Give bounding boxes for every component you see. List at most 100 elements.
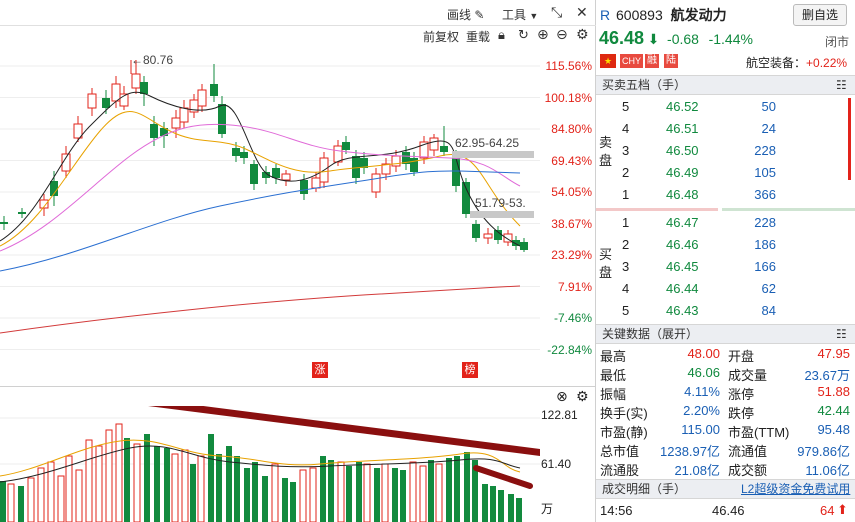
volume-bar (320, 456, 326, 522)
sells-row[interactable]: 1 46.48 366 (596, 184, 846, 206)
price-axis-label: -7.46% (553, 311, 592, 325)
candle (520, 242, 528, 250)
stock-name: 航发动力 (670, 7, 727, 23)
price-axis-label: 54.05% (551, 185, 592, 199)
volume-bar (37, 467, 45, 522)
zoom-out-icon[interactable]: ⊖ (556, 26, 568, 42)
sells-row[interactable]: 4 46.51 24 (596, 118, 846, 140)
limit-up-tag[interactable]: 涨 (312, 362, 328, 378)
volume-bar (115, 423, 123, 522)
rank-tag[interactable]: 榜 (462, 362, 478, 378)
sells-row[interactable]: 3 46.50 228 (596, 140, 846, 162)
candle (419, 141, 429, 159)
ma-line-3 (0, 123, 521, 252)
level: 4 (622, 281, 630, 296)
candle (410, 158, 418, 172)
sells-row[interactable]: 2 46.49 105 (596, 162, 846, 184)
candle (333, 145, 343, 163)
volume-bar (498, 490, 504, 522)
candle (210, 84, 218, 96)
draw-button[interactable]: 画线 ✎ (447, 6, 484, 23)
sells-row[interactable]: 5 46.52 50 (596, 96, 846, 118)
candle (150, 124, 158, 138)
candle (39, 199, 49, 209)
volume-bar (290, 482, 296, 522)
keydata-value: 46.06 (687, 365, 720, 380)
volume-bar (374, 468, 380, 522)
candle (140, 82, 148, 94)
lock-icon[interactable]: 🔒︎ (498, 27, 505, 42)
candle (61, 153, 71, 172)
settings-icon[interactable]: ⚙ (576, 26, 589, 42)
level: 2 (622, 165, 630, 180)
keydata-label: 成交量 (728, 368, 768, 383)
candle (179, 107, 189, 123)
order-volume: 62 (761, 281, 776, 296)
close-icon[interactable]: ✕ (576, 4, 588, 20)
range-box-1 (452, 151, 534, 158)
badge-connect[interactable]: 陆 (664, 54, 678, 68)
buys-row[interactable]: 5 46.43 84 (596, 300, 846, 322)
keydata-label: 总市值 (600, 444, 640, 459)
volume-header: ⊗ ⚙ (0, 386, 596, 406)
up-arrow-icon: ⬆ (837, 502, 848, 517)
volume-bar (381, 463, 389, 522)
l2-trial-link[interactable]: L2超级资金免费试用 (741, 482, 851, 496)
candle (300, 180, 308, 194)
order-volume: 366 (754, 187, 776, 202)
zoom-in-icon[interactable]: ⊕ (537, 26, 549, 42)
market-status: 闭市 (825, 35, 850, 49)
candle (391, 155, 401, 167)
trades-header[interactable]: 成交明细（手） L2超级资金免费试用 (596, 479, 855, 499)
volume-bar (190, 464, 196, 522)
trade-price: 46.46 (712, 503, 745, 518)
volume-settings-icon[interactable]: ⚙ (576, 388, 589, 404)
volume-trendline-long (148, 406, 540, 456)
badge-chy[interactable]: CHY (620, 54, 644, 68)
keydata-label: 最低 (600, 368, 627, 383)
buys-row[interactable]: 4 46.44 62 (596, 278, 846, 300)
candle (50, 181, 58, 196)
watchlist-button[interactable]: 删自选 (793, 4, 847, 26)
volume-bar (400, 470, 406, 522)
volume-bar (244, 468, 250, 522)
price-chart[interactable] (0, 46, 540, 382)
orderbook-title: 买卖五档（手） (602, 78, 687, 92)
refresh-icon[interactable]: ↻ (518, 27, 529, 42)
range-box-2 (470, 211, 534, 218)
trade-row: 14:56 46.46 64 ⬆ (596, 501, 855, 521)
candle (352, 156, 360, 178)
sector-info[interactable]: 航空装备：+0.22% (746, 54, 847, 71)
expand-icon[interactable]: ⤡ (551, 4, 563, 20)
keydata-grid-icon[interactable]: ☷ (836, 327, 847, 341)
buys-row[interactable]: 3 46.45 166 (596, 256, 846, 278)
volume-close-icon[interactable]: ⊗ (556, 388, 568, 404)
volume-bar (197, 455, 205, 522)
badge-margin[interactable]: 融 (645, 54, 659, 68)
buys-row[interactable]: 1 46.47 228 (596, 212, 846, 234)
volume-bar (65, 455, 73, 522)
level: 5 (622, 99, 630, 114)
keydata-header[interactable]: 关键数据（展开） ☷ (596, 324, 855, 344)
candle (131, 73, 141, 89)
chart-area[interactable]: 画线 ✎ 工具 ▼ ⤡ ✕ 前复权 重载 🔒︎ ↻ ⊕ ⊖ ⚙ 115.56% 1… (0, 0, 596, 522)
keydata-label: 市盈(TTM) (728, 425, 790, 440)
adjust-button[interactable]: 前复权 (423, 30, 460, 44)
keydata-row: 换手(实) 2.20% 跌停 42.44 (596, 402, 855, 421)
tools-button[interactable]: 工具 ▼ (502, 6, 538, 23)
price-axis-label: 7.91% (557, 279, 592, 294)
volume-chart[interactable] (0, 406, 540, 522)
buys-row[interactable]: 2 46.46 186 (596, 234, 846, 256)
volume-bar (226, 446, 232, 522)
candle (452, 154, 460, 186)
grid-icon[interactable]: ☷ (836, 78, 847, 92)
price-axis-label: 100.18% (544, 90, 592, 105)
keydata-label: 跌停 (728, 406, 755, 421)
keydata-label: 涨停 (728, 387, 755, 402)
orderbook-header[interactable]: 买卖五档（手） ☷ (596, 75, 855, 95)
candle (197, 89, 207, 107)
ma-line-1 (0, 91, 521, 247)
overlay-button[interactable]: 重载 (466, 30, 491, 44)
sell-pressure-bar (848, 98, 851, 180)
level: 1 (622, 215, 630, 230)
